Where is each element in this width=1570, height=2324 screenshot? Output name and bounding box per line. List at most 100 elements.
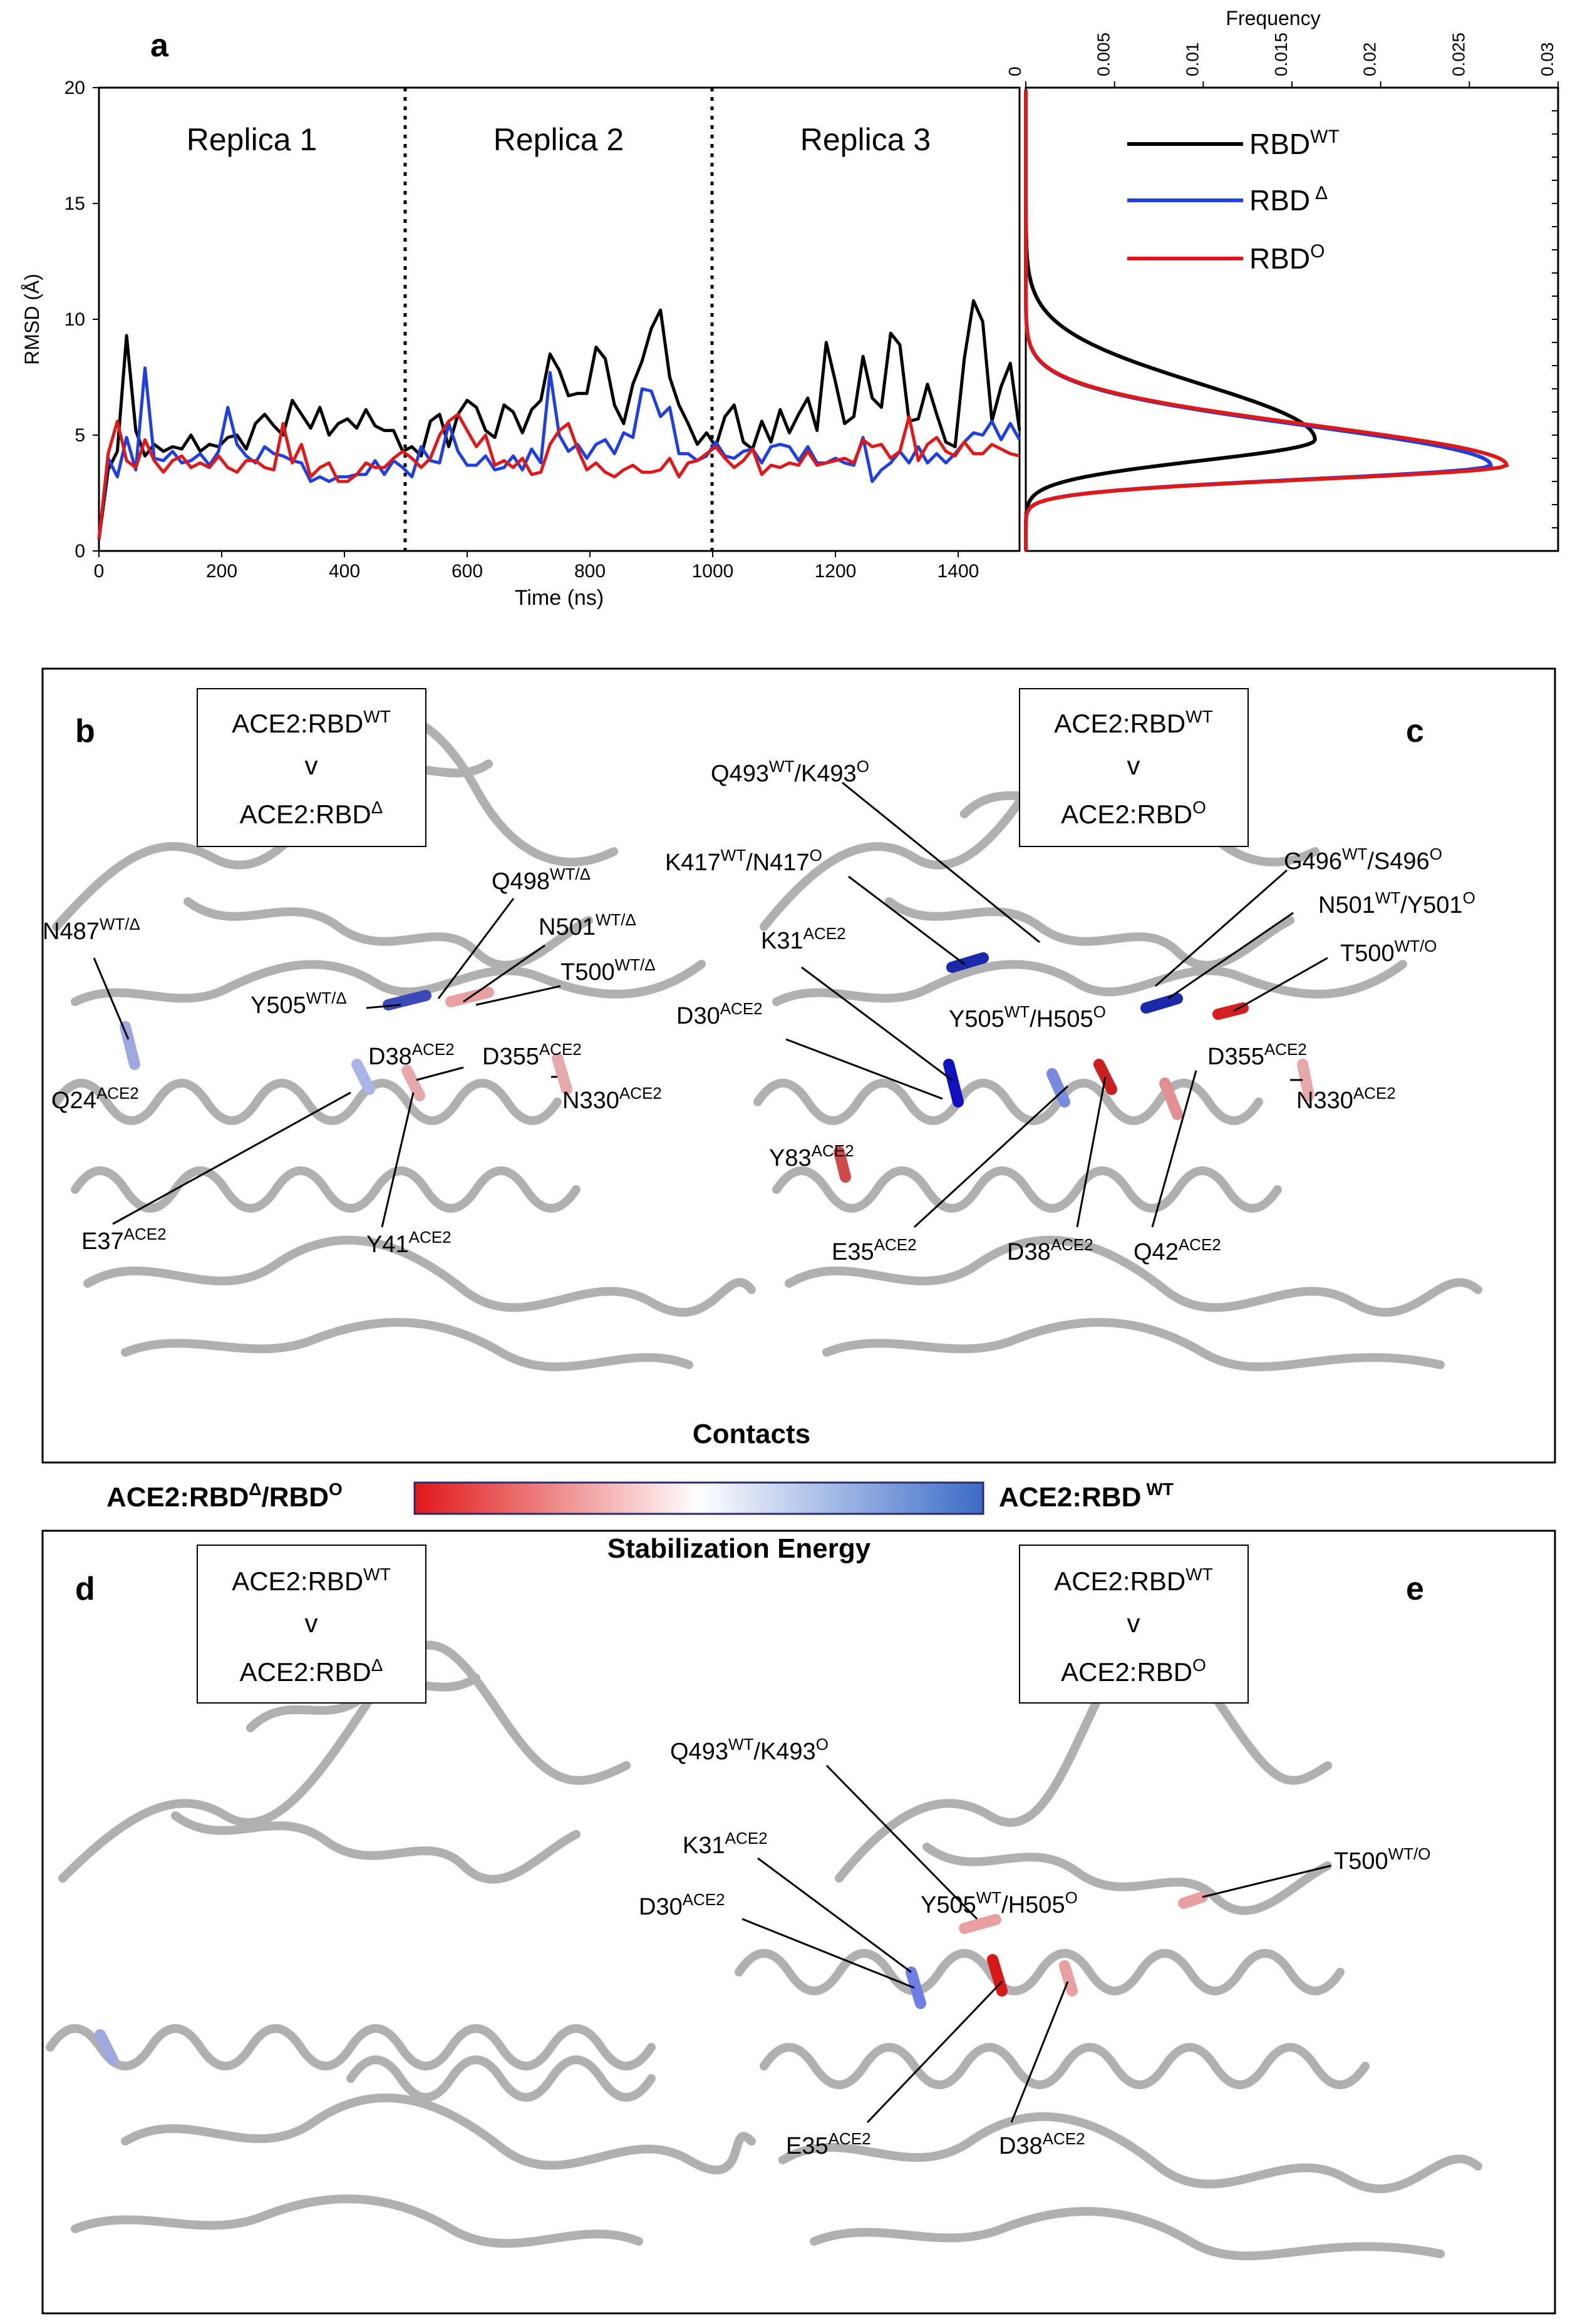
svg-text:v: v [305,1608,318,1638]
residue-labels-b: Q498WT/Δ N501WT/Δ N487WT/Δ T500WT/Δ Y505… [43,865,662,1258]
replica-label-1: Replica 1 [187,122,317,157]
svg-text:ACE2:RBDO: ACE2:RBDO [1061,798,1206,829]
x-tick-label: 0 [94,561,105,582]
svg-text:ACE2:RBDWT: ACE2:RBDWT [1054,1565,1213,1596]
rmsd-series-omicron [97,413,1020,540]
highlight-q493-e [959,1914,1001,1934]
highlight-n330-c [1297,1059,1314,1101]
comparison-box-b: ACE2:RBDWT v ACE2:RBDΔ [197,688,426,847]
highlight-e35-c [1046,1068,1070,1108]
highlight-k417-c [946,952,989,973]
freq-tick-label: 0.03 [1537,43,1557,77]
highlight-d38-b [351,1059,375,1095]
label-y41: Y41ACE2 [366,1228,452,1258]
leader-lines-b [93,898,561,1228]
label-d30-c: D30ACE2 [676,999,763,1029]
leader-lines-e [741,1764,1331,2124]
svg-text:ACE2:RBDO: ACE2:RBDO [1061,1655,1206,1687]
svg-text:v: v [1127,1608,1140,1638]
freq-tick-label: 0.02 [1360,43,1380,77]
panel-de-frame [41,1530,1556,2315]
svg-text:ACE2:RBDΔ: ACE2:RBDΔ [240,1655,383,1687]
y-tick-label: 20 [65,78,85,98]
label-y505-e: Y505WT/H505O [921,1888,1078,1918]
x-tick-label: 200 [206,561,237,582]
rmsd-series-delta [97,366,1021,540]
residue-labels-c: Q493WT/K493O K417WT/N417O G496WT/S496O N… [665,757,1475,1265]
svg-text:v: v [1127,751,1140,780]
panel-bc: b c ACE2:RBDWT v ACE2:RBDΔ ACE2:RBDWT v … [41,667,1556,1464]
label-q493-e: Q493WT/K493O [670,1735,829,1765]
scale-right-label: ACE2:RBD WT [999,1479,1174,1513]
x-tick-label: 1000 [692,561,734,582]
label-y505: Y505WT/Δ [250,989,347,1019]
panel-letter-e: e [1406,1571,1424,1607]
highlight-d-left [95,2029,118,2065]
label-q493-c: Q493WT/K493O [711,757,869,787]
residue-labels-e: Q493WT/K493O K31ACE2 T500WT/O D30ACE2 Y5… [639,1735,1431,2159]
freq-tick-label: 0 [1005,66,1025,76]
rmsd-lines [97,299,1021,540]
frequency-axes: 0 0.005 0.01 0.015 0.02 0.025 0.03 [1005,33,1559,528]
replica-label-2: Replica 2 [493,122,624,157]
label-d38-c: D38ACE2 [1007,1235,1093,1265]
label-n501-c: N501WT/Y501O [1318,888,1475,918]
freq-tick-label: 0.015 [1271,33,1291,76]
rmsd-axes: 0 200 400 600 800 1000 1200 1400 0 5 10 15 20 [65,78,979,582]
x-tick-label: 600 [452,561,483,582]
label-t500-c: T500WT/O [1340,937,1437,967]
panel-de: Stabilization Energy d e ACE2:RBDWT v AC… [41,1530,1556,2315]
highlight-q42-c [1159,1077,1183,1120]
contacts-caption: Contacts [693,1419,810,1449]
label-q24: Q24ACE2 [51,1084,139,1114]
legend-label-delta: RBD Δ [1249,183,1328,217]
highlight-e35-e [987,1954,1008,1997]
label-y83-c: Y83ACE2 [769,1141,854,1171]
highlight-k31-c [943,1059,964,1108]
svg-text:ACE2:RBDWT: ACE2:RBDWT [1054,707,1213,738]
y-tick-label: 10 [65,309,85,330]
legend-label-wt: RBDWT [1249,126,1340,160]
y-tick-label: 5 [75,425,85,446]
label-t500: T500WT/Δ [560,955,656,985]
rmsd-x-axis-label: Time (ns) [515,586,604,610]
label-d355-c: D355ACE2 [1207,1040,1307,1070]
label-n501: N501WT/Δ [539,910,636,940]
label-k31-c: K31ACE2 [761,924,846,954]
label-t500-e: T500WT/O [1334,1844,1431,1874]
label-q498: Q498WT/Δ [492,865,591,895]
label-g496-c: G496WT/S496O [1284,845,1442,875]
comparison-box-d: ACE2:RBDWT v ACE2:RBDΔ [197,1545,426,1704]
freq-tick-label: 0.005 [1094,33,1113,76]
rmsd-plot-frame [98,86,1021,552]
highlight-y505-c [1140,993,1183,1014]
svg-text:v: v [305,751,318,780]
label-e35-e: E35ACE2 [786,2129,871,2159]
contact-highlights [120,952,1314,1183]
label-d355: D355ACE2 [482,1040,582,1070]
panel-a: a Replica 1 Replica 2 Replica 3 RMSD (Å)… [21,7,1559,610]
highlight-d38-e [1059,1960,1078,1997]
highlight-y83-c [834,1146,851,1183]
rmsd-y-axis-label: RMSD (Å) [21,274,43,365]
x-tick-label: 1400 [937,561,979,582]
panel-letter-b: b [75,713,95,749]
highlight-n487-b [120,1021,140,1070]
color-scale: ACE2:RBDΔ/RBDO ACE2:RBD WT [106,1479,1174,1515]
stabilization-caption: Stabilization Energy [607,1533,871,1564]
label-q42-c: Q42ACE2 [1134,1235,1221,1265]
scale-gradient-bar [413,1481,984,1515]
label-d38-e: D38ACE2 [999,2129,1085,2159]
highlight-y41-b [401,1065,425,1101]
rmsd-series-wt [97,299,1021,540]
label-k31-e: K31ACE2 [683,1829,768,1859]
freq-series-omicron [1024,90,1509,551]
y-tick-label: 0 [75,541,85,562]
legend-label-omicron: RBDO [1249,241,1325,275]
highlight-d30-e [906,1967,926,2009]
highlight-t500-e [1178,1891,1208,1909]
leader-lines-c [785,781,1328,1228]
panel-letter-d: d [75,1571,95,1607]
freq-tick-label: 0.01 [1182,43,1202,77]
